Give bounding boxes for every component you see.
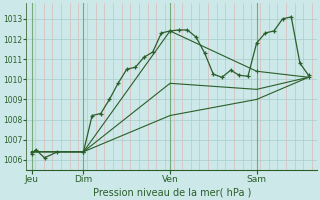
X-axis label: Pression niveau de la mer( hPa ): Pression niveau de la mer( hPa ) (92, 187, 251, 197)
